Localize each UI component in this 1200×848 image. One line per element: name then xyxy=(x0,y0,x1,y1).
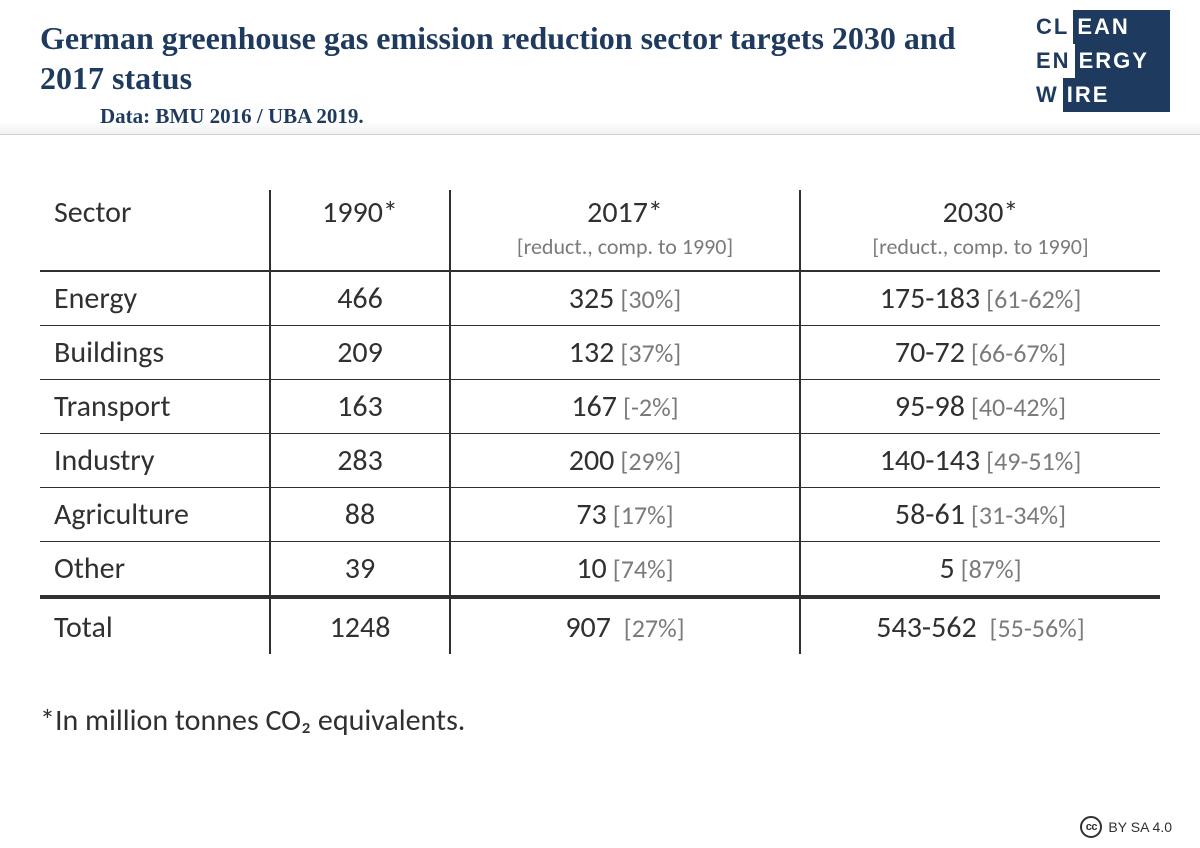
cell-1990: 39 xyxy=(270,542,450,598)
cell-1990: 283 xyxy=(270,434,450,488)
total-2030: 543-562 [55-56%] xyxy=(800,597,1160,654)
table-header-row: Sector 1990* 2017* [reduct., comp. to 19… xyxy=(40,190,1160,271)
col-header-2030-sub: [reduct., comp. to 1990] xyxy=(815,233,1146,260)
cell-sector: Buildings xyxy=(40,326,270,380)
cell-sector: Industry xyxy=(40,434,270,488)
cell-1990: 163 xyxy=(270,380,450,434)
cell-2030: 70-72[66-67%] xyxy=(800,326,1160,380)
cell-1990: 209 xyxy=(270,326,450,380)
table-body: Energy466325[30%]175-183[61-62%]Building… xyxy=(40,271,1160,597)
cell-1990: 466 xyxy=(270,271,450,326)
total-2017-pct: [27%] xyxy=(624,612,685,644)
logo-text: IRE xyxy=(1063,78,1170,112)
col-header-1990: 1990* xyxy=(270,190,450,271)
cell-sector: Energy xyxy=(40,271,270,326)
data-source-subtitle: Data: BMU 2016 / UBA 2019. xyxy=(100,104,364,129)
cell-1990: 88 xyxy=(270,488,450,542)
license-text: BY SA 4.0 xyxy=(1108,819,1172,835)
logo-text: W xyxy=(1030,78,1063,112)
cell-2030: 95-98[40-42%] xyxy=(800,380,1160,434)
cell-2017: 73[17%] xyxy=(450,488,800,542)
cell-2017: 132[37%] xyxy=(450,326,800,380)
logo-text: CL xyxy=(1030,10,1073,44)
cell-sector: Other xyxy=(40,542,270,598)
page-title: German greenhouse gas emission reduction… xyxy=(40,18,1000,98)
col-header-2017: 2017* [reduct., comp. to 1990] xyxy=(450,190,800,271)
col-header-2017-sub: [reduct., comp. to 1990] xyxy=(465,233,785,260)
cell-2017: 10[74%] xyxy=(450,542,800,598)
table-row: Transport163167[-2%]95-98[40-42%] xyxy=(40,380,1160,434)
logo-text: ERGY xyxy=(1075,44,1170,78)
table-row: Buildings209132[37%]70-72[66-67%] xyxy=(40,326,1160,380)
col-header-2017-label: 2017* xyxy=(587,194,663,231)
footnote: *In million tonnes CO₂ equivalents. xyxy=(40,702,465,739)
total-2030-val: 543-562 xyxy=(876,609,976,646)
total-2030-pct: [55-56%] xyxy=(990,612,1085,644)
logo-text: EN xyxy=(1030,44,1075,78)
table-row: Other3910[74%]5[87%] xyxy=(40,542,1160,598)
cell-2017: 167[-2%] xyxy=(450,380,800,434)
cell-2030: 58-61[31-34%] xyxy=(800,488,1160,542)
cell-2030: 5[87%] xyxy=(800,542,1160,598)
brand-logo: CL EAN EN ERGY W IRE xyxy=(1030,10,1170,112)
total-2017-val: 907 xyxy=(565,609,611,646)
table-row: Industry283200[29%]140-143[49-51%] xyxy=(40,434,1160,488)
table-row: Agriculture8873[17%]58-61[31-34%] xyxy=(40,488,1160,542)
total-label: Total xyxy=(40,597,270,654)
cell-sector: Transport xyxy=(40,380,270,434)
cell-2017: 200[29%] xyxy=(450,434,800,488)
table-row: Energy466325[30%]175-183[61-62%] xyxy=(40,271,1160,326)
col-header-2030-label: 2030* xyxy=(943,194,1019,231)
license-badge: cc BY SA 4.0 xyxy=(1080,816,1172,838)
header-bar: German greenhouse gas emission reduction… xyxy=(0,0,1200,135)
col-header-sector: Sector xyxy=(40,190,270,271)
table-total-row: Total 1248 907 [27%] 543-562 [55-56%] xyxy=(40,597,1160,654)
total-1990: 1248 xyxy=(270,597,450,654)
cc-icon: cc xyxy=(1080,816,1102,838)
cell-2017: 325[30%] xyxy=(450,271,800,326)
cell-2030: 175-183[61-62%] xyxy=(800,271,1160,326)
logo-text: EAN xyxy=(1073,10,1170,44)
col-header-2030: 2030* [reduct., comp. to 1990] xyxy=(800,190,1160,271)
emissions-table: Sector 1990* 2017* [reduct., comp. to 19… xyxy=(40,190,1160,654)
cell-sector: Agriculture xyxy=(40,488,270,542)
cell-2030: 140-143[49-51%] xyxy=(800,434,1160,488)
total-2017: 907 [27%] xyxy=(450,597,800,654)
